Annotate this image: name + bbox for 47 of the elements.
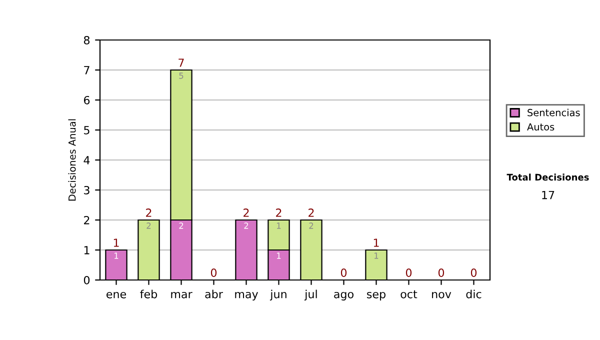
legend-label: Sentencias xyxy=(528,108,580,116)
x-tick-label: mar xyxy=(171,292,192,298)
data-label: 1 xyxy=(374,252,378,259)
x-tick-label: ene xyxy=(106,292,126,298)
x-tick-label: nov xyxy=(432,292,452,298)
y-tick-label: 8 xyxy=(84,36,90,44)
total-label: 7 xyxy=(178,58,184,67)
total-label: 2 xyxy=(244,208,249,217)
y-tick-label: 3 xyxy=(84,186,90,194)
total-label: 0 xyxy=(438,268,444,277)
total-label: 0 xyxy=(210,268,217,277)
x-tick-label: feb xyxy=(140,290,158,298)
x-tick-label: dic xyxy=(466,290,482,298)
y-tick-label: 2 xyxy=(84,216,90,224)
y-tick-label: 7 xyxy=(84,66,90,74)
data-label: 1 xyxy=(277,222,281,229)
data-label: 2 xyxy=(244,222,248,229)
total-label: 0 xyxy=(470,268,477,277)
x-tick-label: jun xyxy=(270,290,286,300)
data-label: 1 xyxy=(114,252,118,259)
total-label: 2 xyxy=(308,208,314,217)
total-label: 0 xyxy=(406,268,412,277)
x-tick-label: may xyxy=(235,292,258,300)
x-tick-label: jul xyxy=(304,290,317,300)
x-tick-label: abr xyxy=(205,290,223,298)
total-label: 0 xyxy=(340,268,347,277)
x-tick-label: sep xyxy=(367,292,386,300)
data-label: 2 xyxy=(179,222,184,229)
y-axis-title: Decisiones Anual xyxy=(68,119,76,201)
text: 17 xyxy=(542,190,554,200)
y-tick-label: 0 xyxy=(84,276,90,284)
data-label: 5 xyxy=(179,72,184,79)
data-label: 1 xyxy=(277,252,281,259)
total-label: 2 xyxy=(276,208,282,217)
data-label: 2 xyxy=(146,222,151,229)
y-tick-label: 4 xyxy=(84,156,90,164)
x-tick-label: oct xyxy=(400,290,418,298)
legend-label: Autos xyxy=(527,123,554,131)
y-tick-label: 6 xyxy=(84,96,90,104)
total-label: 2 xyxy=(146,208,152,217)
x-tick-label: ago xyxy=(334,292,354,300)
y-tick-label: 1 xyxy=(84,246,90,254)
total-label: 1 xyxy=(114,238,119,247)
y-tick-label: 5 xyxy=(84,126,90,134)
total-label: 1 xyxy=(374,238,379,247)
data-label: 2 xyxy=(309,222,314,229)
text: Total Decisiones xyxy=(506,174,589,181)
